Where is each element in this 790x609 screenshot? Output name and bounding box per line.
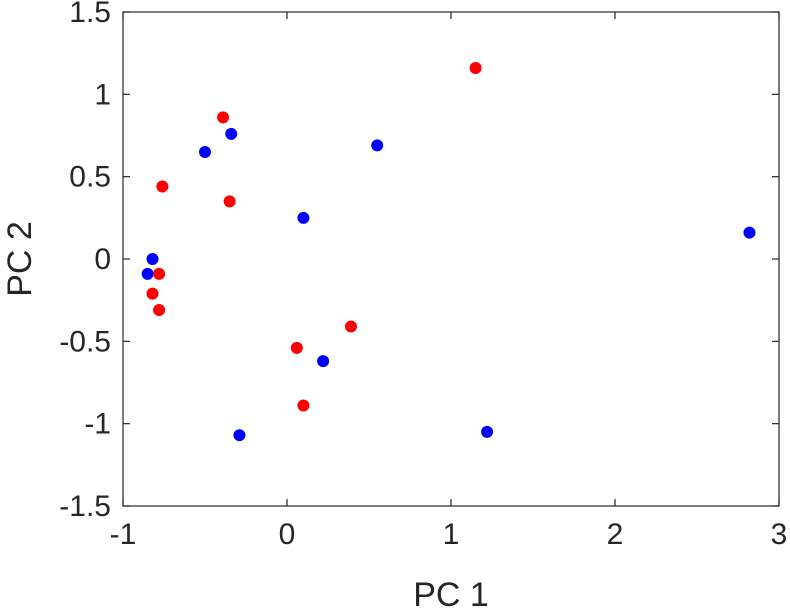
y-tick-label: -1.5 — [59, 490, 111, 523]
data-point-series-2 — [153, 267, 166, 280]
y-tick-label: -1 — [84, 408, 111, 441]
x-tick-label: 2 — [607, 518, 624, 551]
data-point-series-2 — [146, 287, 159, 300]
y-tick-label: 0.5 — [69, 161, 111, 194]
y-tick-label: -0.5 — [59, 325, 111, 358]
x-tick-label: 0 — [279, 518, 296, 551]
ticks-layer — [122, 11, 780, 507]
tick-labels-layer: -1 0 1 2 3-1.5-1-0.500.511.5 — [59, 0, 787, 551]
data-point-series-1 — [481, 425, 494, 438]
data-point-series-2 — [344, 320, 357, 333]
data-point-series-1 — [199, 145, 211, 158]
data-point-series-1 — [371, 139, 384, 152]
data-point-series-1 — [743, 226, 756, 239]
data-point-series-2 — [297, 399, 310, 412]
data-point-series-2 — [156, 180, 169, 193]
data-point-series-2 — [469, 61, 482, 74]
x-tick-label: 3 — [771, 518, 788, 551]
plot-area-frame — [122, 11, 780, 507]
points-layer — [141, 61, 756, 442]
y-tick-label: 1 — [94, 78, 111, 111]
data-point-series-1 — [225, 127, 238, 140]
data-point-series-2 — [223, 195, 236, 208]
y-tick-label: 1.5 — [69, 0, 111, 29]
data-point-series-1 — [141, 267, 154, 280]
data-point-series-2 — [217, 111, 230, 124]
data-point-series-2 — [153, 304, 166, 317]
y-tick-label: 0 — [94, 243, 111, 276]
x-tick-label: -1 — [110, 518, 137, 551]
y-axis-title: PC 2 — [1, 221, 39, 297]
x-tick-label: 1 — [443, 518, 460, 551]
data-point-series-1 — [317, 355, 330, 368]
data-point-series-1 — [233, 429, 246, 442]
data-point-series-1 — [297, 211, 310, 224]
data-point-series-2 — [290, 341, 303, 354]
data-point-series-1 — [146, 253, 159, 265]
x-axis-title: PC 1 — [413, 576, 489, 609]
